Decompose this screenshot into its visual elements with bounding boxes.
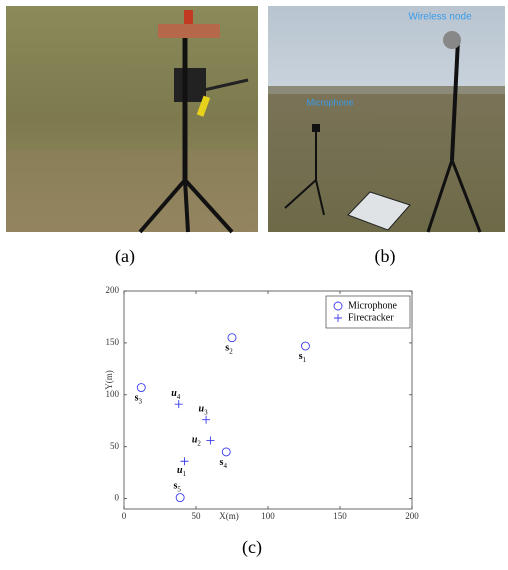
point-label: u1 <box>177 466 187 478</box>
point-label: u3 <box>199 404 209 416</box>
caption: (a) <box>115 246 135 267</box>
point <box>300 341 310 351</box>
x-tick-label: 100 <box>261 511 275 521</box>
annotation: Microphone <box>306 97 353 107</box>
point <box>174 400 183 409</box>
y-tick-label: 150 <box>106 337 120 347</box>
legend-label: Firecracker <box>348 312 394 323</box>
point <box>227 333 237 343</box>
label-text: s <box>173 481 177 492</box>
y-tick-label: 0 <box>115 493 120 503</box>
point-label: u2 <box>192 435 202 447</box>
photo-b: Wireless node Microphone <box>268 6 505 233</box>
label-text: u <box>192 435 198 446</box>
caption: (c) <box>242 537 262 558</box>
legend-label: Microphone <box>348 300 397 311</box>
point-label: s5 <box>173 481 181 493</box>
y-tick-label: 50 <box>110 441 120 451</box>
x-tick-label: 50 <box>192 511 202 521</box>
label-subscript: 2 <box>197 439 201 447</box>
legend-marker <box>333 301 343 311</box>
y-tick-label: 200 <box>106 285 120 295</box>
label-text: u <box>171 388 177 399</box>
label-subscript: 3 <box>204 408 208 416</box>
point-label: s1 <box>299 351 307 363</box>
label-subscript: 1 <box>303 356 307 364</box>
point <box>221 447 231 457</box>
point <box>206 436 215 445</box>
point-label: s4 <box>220 457 228 469</box>
x-tick-label: 0 <box>122 511 127 521</box>
label-subscript: 5 <box>177 485 181 493</box>
label-text: s <box>135 393 139 404</box>
point-label: s2 <box>225 343 233 355</box>
label-subscript: 4 <box>177 393 181 401</box>
label-subscript: 3 <box>138 397 142 405</box>
y-tick-label: 100 <box>106 389 120 399</box>
label-subscript: 4 <box>223 462 227 470</box>
point-label: u4 <box>171 388 181 400</box>
annotation: Wireless node <box>408 12 472 23</box>
label-text: s <box>225 343 229 354</box>
x-tick-label: 200 <box>405 511 419 521</box>
chart: X(m) Y(m) 0 50 100 150 200050100150200s1s2s3… <box>104 285 419 521</box>
label-subscript: 1 <box>183 470 187 478</box>
x-tick-label: 150 <box>333 511 347 521</box>
y-axis-label: Y(m) <box>104 370 114 390</box>
label-subscript: 2 <box>229 347 233 355</box>
point <box>175 493 185 503</box>
caption: (b) <box>375 246 396 267</box>
label-text: s <box>220 457 224 468</box>
label-text: u <box>199 404 205 415</box>
legend-box <box>325 295 411 329</box>
point <box>180 457 189 466</box>
point-label: s3 <box>135 393 143 405</box>
legend-marker <box>334 314 342 322</box>
point <box>202 415 211 424</box>
label-text: s <box>299 351 303 362</box>
point <box>136 383 146 392</box>
photo-a <box>6 6 258 234</box>
x-axis-label: X(m) <box>219 511 239 521</box>
label-text: u <box>177 466 183 477</box>
